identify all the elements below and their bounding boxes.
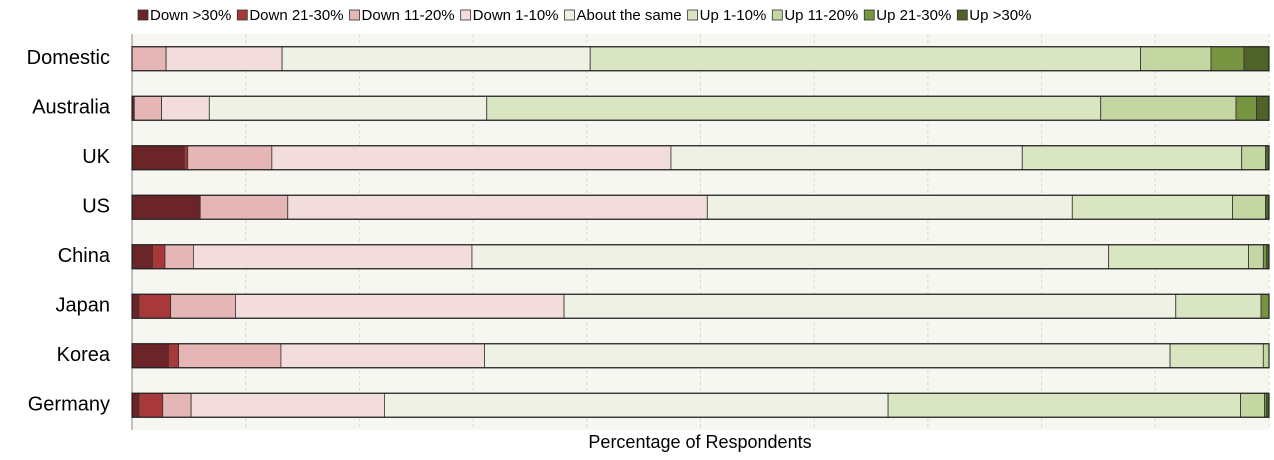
bar-segment <box>131 244 153 270</box>
bar-segment <box>1241 145 1266 171</box>
legend-swatch <box>771 9 783 21</box>
bar-outline <box>131 145 1270 171</box>
bar-outline <box>131 392 1270 418</box>
legend-label: Up 11-20% <box>784 7 858 24</box>
bar-segment <box>131 343 169 369</box>
bar-segment <box>1256 95 1270 121</box>
bar-segment <box>670 145 1023 171</box>
bar-segment <box>281 46 591 72</box>
bar-segment <box>484 343 1171 369</box>
y-tick-label: US <box>82 196 110 218</box>
y-tick-label: Australia <box>32 97 111 119</box>
bar-segment <box>161 95 210 121</box>
legend-label: Down 11-20% <box>362 7 455 24</box>
bar-segment <box>162 392 192 418</box>
bar-segment <box>178 343 282 369</box>
legend-label: Up 1-10% <box>700 7 767 24</box>
legend-swatch <box>687 9 699 21</box>
legend-label: Up >30% <box>969 7 1031 24</box>
bar-segment <box>138 392 164 418</box>
bar-outline <box>131 46 1270 72</box>
bar-segment <box>170 293 236 319</box>
y-tick-label: Japan <box>56 295 111 317</box>
legend-swatch <box>137 9 149 21</box>
bar-segment <box>1248 244 1264 270</box>
bar-segment <box>1262 244 1268 270</box>
bar-segment <box>1232 194 1266 220</box>
legend-swatch <box>564 9 575 21</box>
bar-segment <box>706 194 1073 220</box>
bar-segment <box>563 293 1177 319</box>
bar-segment <box>1210 46 1245 72</box>
bar-segment <box>1235 95 1257 121</box>
bar-outline <box>131 293 1270 319</box>
legend-swatch <box>460 9 472 21</box>
bar-segment <box>131 145 185 171</box>
legend-swatch <box>236 9 248 21</box>
bar-segment <box>199 194 289 220</box>
bar-segment <box>131 392 140 418</box>
bar-segment <box>1100 95 1237 121</box>
bar-segment <box>1175 293 1262 319</box>
legend-label: Up 21-30% <box>876 7 951 24</box>
bar-segment <box>471 244 1110 270</box>
bar-segment <box>138 293 172 319</box>
bar-segment <box>235 293 565 319</box>
bar-outline <box>131 95 1270 121</box>
bar-segment <box>1071 194 1234 220</box>
bar-segment <box>183 145 189 171</box>
bar-outline <box>131 244 1270 270</box>
legend-label: Down >30% <box>150 7 231 24</box>
bar-segment <box>131 46 167 72</box>
bar-segment <box>486 95 1102 121</box>
bar-segment <box>887 392 1241 418</box>
bar-segment <box>1240 392 1265 418</box>
bar-segment <box>133 95 162 121</box>
bar-segment <box>589 46 1141 72</box>
bar-segment <box>187 145 273 171</box>
bar-segment <box>208 95 488 121</box>
legend-label: Down 1-10% <box>473 7 559 24</box>
bar-outline <box>131 194 1270 220</box>
y-tick-label: China <box>58 245 111 267</box>
legend-label: About the same <box>577 7 682 24</box>
y-tick-label: Germany <box>28 394 110 416</box>
bar-segment <box>1243 46 1270 72</box>
bar-segment <box>384 392 889 418</box>
x-axis-label: Percentage of Respondents <box>588 432 811 452</box>
y-tick-label: Korea <box>57 344 111 366</box>
legend-swatch <box>349 9 360 21</box>
bar-segment <box>131 293 140 319</box>
bar-segment <box>1262 343 1270 369</box>
bar-segment <box>1021 145 1243 171</box>
bar-segment <box>287 194 708 220</box>
bar-segment <box>1260 293 1270 319</box>
bar-segment <box>1140 46 1212 72</box>
bar-segment <box>165 46 283 72</box>
bar-outline <box>131 343 1270 369</box>
bar-segment <box>167 343 180 369</box>
bar-segment <box>152 244 166 270</box>
bar-segment <box>1169 343 1264 369</box>
bar-segment <box>190 392 385 418</box>
bar-segment <box>164 244 194 270</box>
y-tick-label: Domestic <box>27 47 110 69</box>
bar-segment <box>1108 244 1249 270</box>
legend-swatch <box>956 9 968 21</box>
y-tick-label: UK <box>82 146 110 168</box>
legend-label: Down 21-30% <box>249 7 343 24</box>
legend-swatch <box>863 9 875 21</box>
bar-segment <box>131 194 201 220</box>
bar-segment <box>271 145 672 171</box>
bar-segment <box>192 244 473 270</box>
bar-segment <box>280 343 485 369</box>
